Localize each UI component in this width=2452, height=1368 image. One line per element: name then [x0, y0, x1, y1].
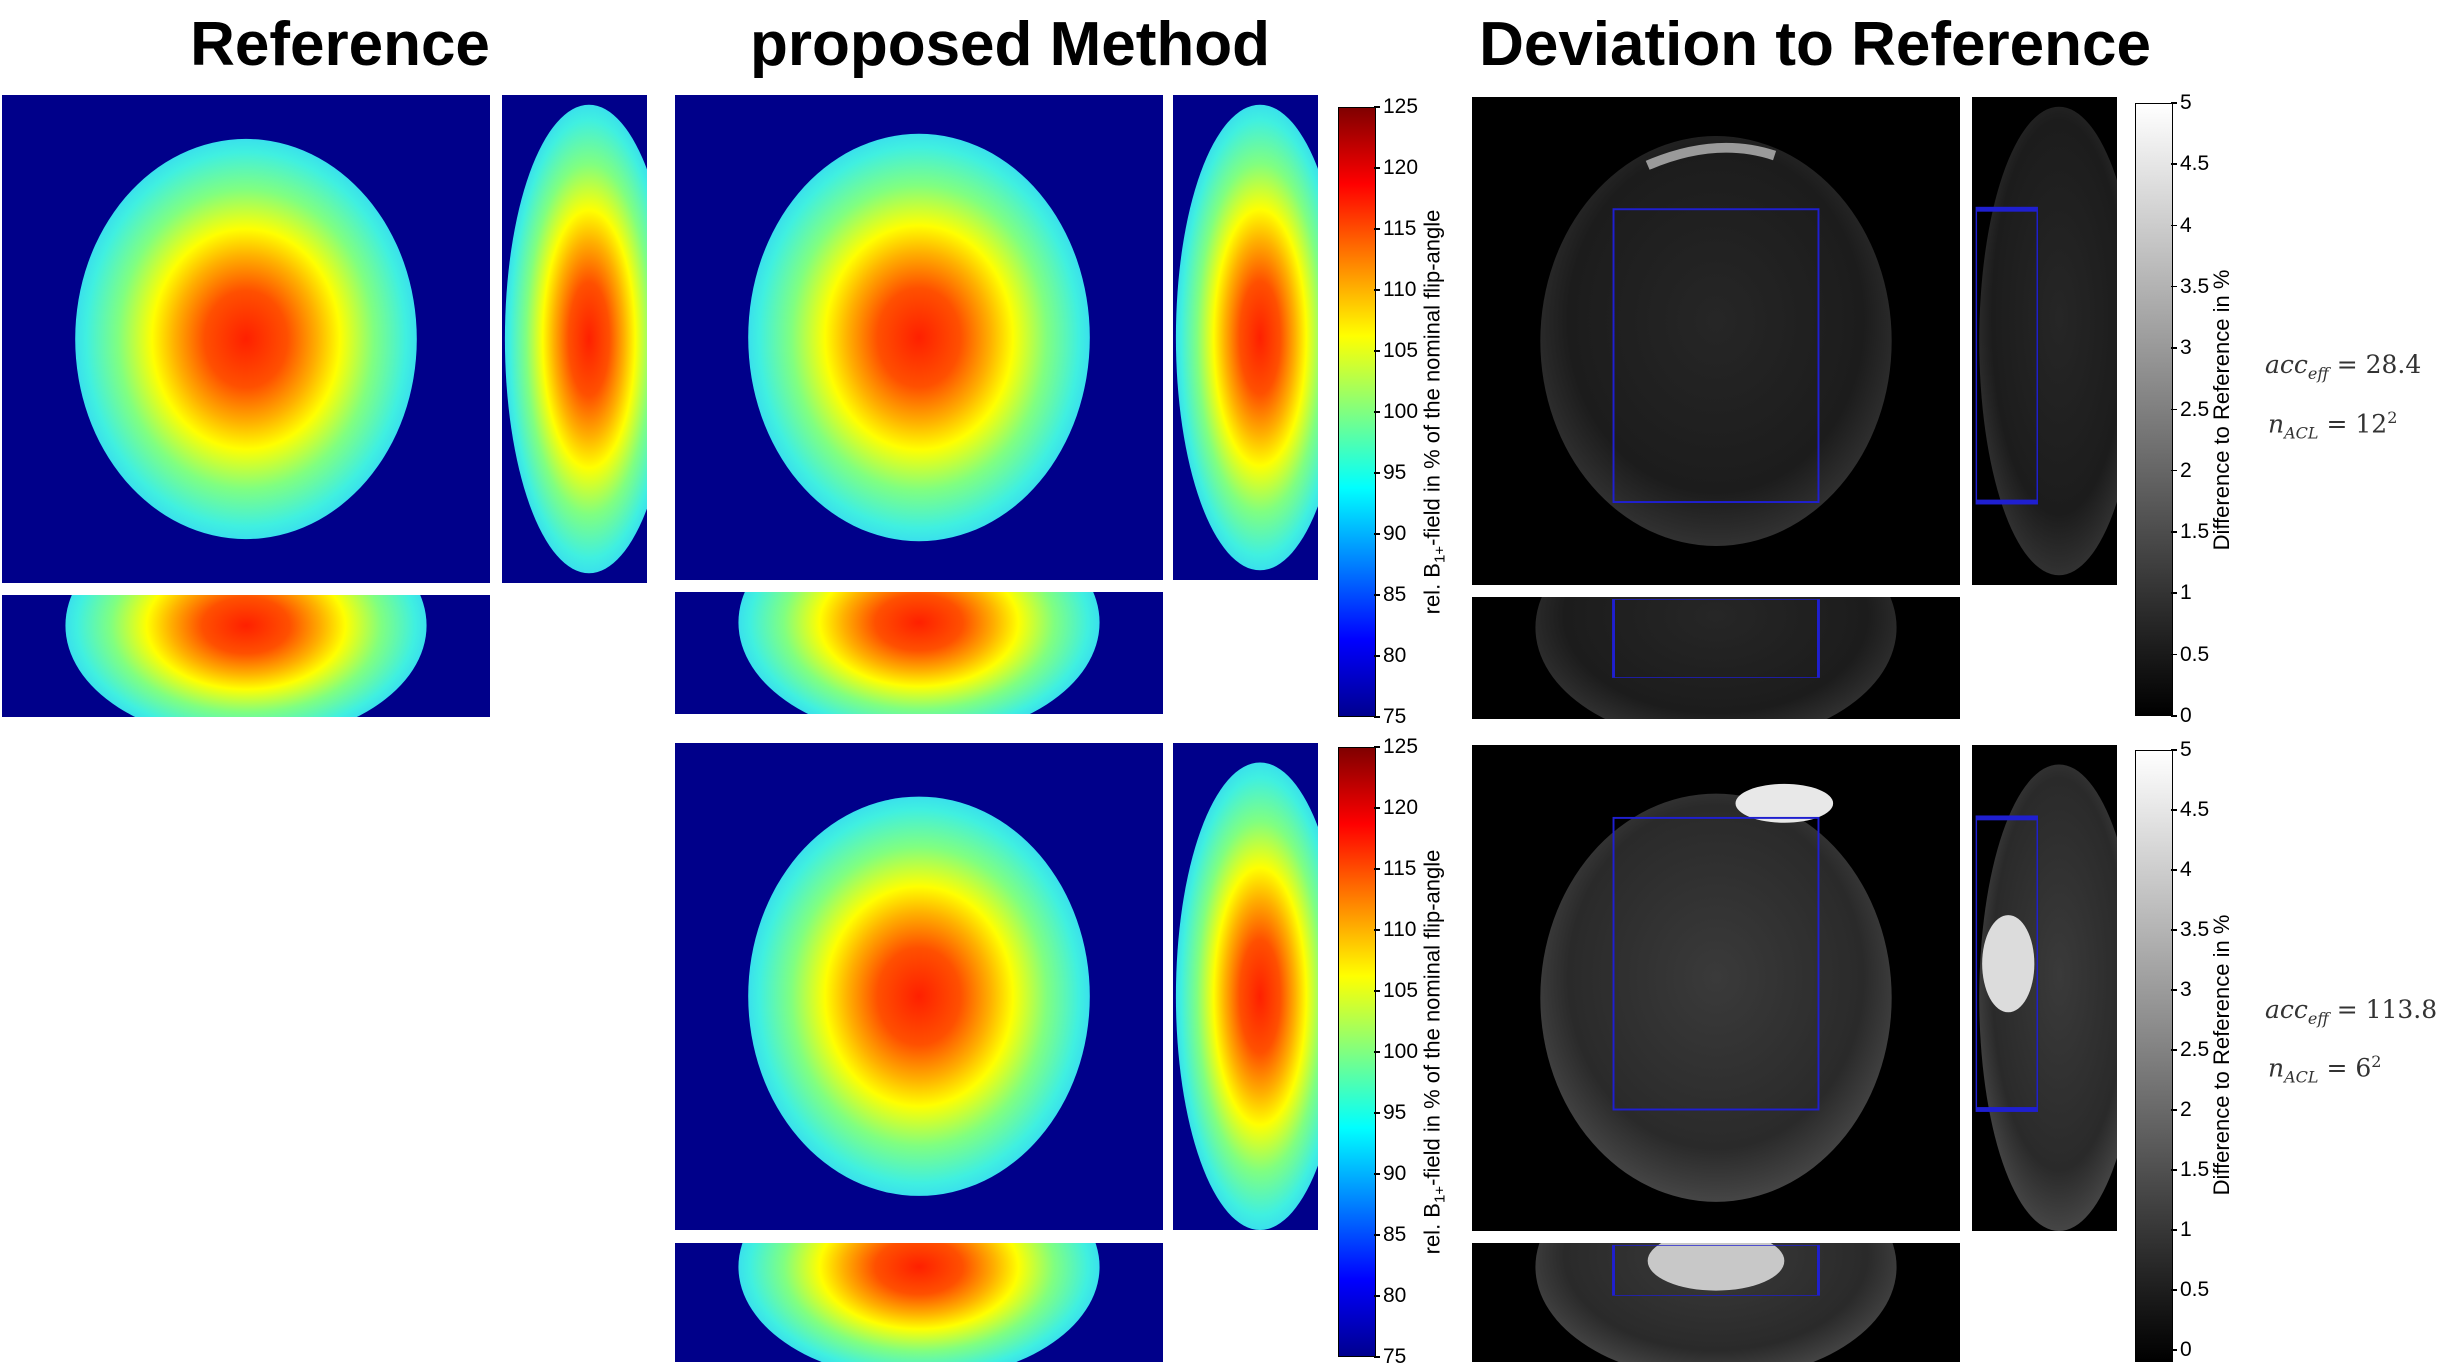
colorbar-tick-label: 0.5 — [2170, 1278, 2210, 1301]
colorbar-tick-label: 1.5 — [2170, 520, 2210, 544]
n-acl-annotation-1: nACL = 122 — [2268, 408, 2398, 443]
n-acl-annotation-2: nACL = 62 — [2268, 1052, 2382, 1087]
colorbar-tick-label: 105 — [1373, 979, 1419, 1002]
colorbar-tick-label: 0 — [2171, 1338, 2192, 1361]
deviation-sagittal-map-2 — [1972, 745, 2117, 1231]
title-deviation: Deviation to Reference — [1479, 10, 2151, 79]
diff-colorbar-1 — [2135, 103, 2173, 716]
colorbar-tick-label: 120 — [1373, 796, 1419, 819]
colorbar-tick-label: 100 — [1373, 400, 1419, 423]
diff-colorbar-2 — [2135, 750, 2173, 1362]
colorbar-tick-label: 125 — [1373, 95, 1419, 118]
reference-sagittal-map — [502, 95, 647, 583]
proposed-axial-map-1 — [675, 95, 1163, 580]
colorbar-tick-label: 3 — [2171, 336, 2192, 360]
proposed-axial-map-2 — [675, 743, 1163, 1230]
colorbar-tick-label: 85 — [1373, 583, 1407, 606]
colorbar-tick-label: 75 — [1373, 705, 1407, 728]
proposed-coronal-map-1 — [675, 592, 1163, 714]
colorbar-tick-label: 0 — [2171, 704, 2192, 727]
colorbar-tick-label: 125 — [1373, 735, 1419, 758]
b1-colorbar-1 — [1338, 107, 1376, 717]
colorbar-tick-label: 3.5 — [2170, 918, 2210, 941]
colorbar-tick-label: 90 — [1373, 1162, 1407, 1185]
deviation-axial-map-2 — [1472, 745, 1960, 1231]
colorbar-tick-label: 90 — [1373, 522, 1407, 545]
reference-axial-map — [2, 95, 490, 583]
diff-colorbar-label-2: Difference to Reference in % — [2209, 914, 2234, 1196]
deviation-axial-map-1 — [1472, 97, 1960, 585]
colorbar-tick-label: 5 — [2171, 738, 2192, 761]
diff-colorbar-label-1: Difference to Reference in % — [2209, 269, 2234, 551]
colorbar-tick-label: 115 — [1373, 217, 1417, 240]
acc-eff-annotation-1: acceff = 28.4 — [2265, 350, 2422, 383]
colorbar-tick-label: 4.5 — [2170, 152, 2210, 176]
colorbar-tick-label: 3 — [2171, 978, 2192, 1001]
proposed-sagittal-map-2 — [1173, 743, 1318, 1230]
colorbar-tick-label: 4.5 — [2170, 798, 2210, 821]
colorbar-tick-label: 1.5 — [2170, 1158, 2210, 1181]
colorbar-tick-label: 4 — [2171, 858, 2192, 881]
colorbar-tick-label: 80 — [1373, 1284, 1407, 1307]
colorbar-tick-label: 100 — [1373, 1040, 1419, 1063]
deviation-coronal-map-1 — [1472, 597, 1960, 719]
title-proposed-method: proposed Method — [749, 10, 1271, 79]
proposed-coronal-map-2 — [675, 1243, 1163, 1362]
colorbar-tick-label: 2 — [2171, 458, 2192, 482]
colorbar-tick-label: 115 — [1373, 857, 1417, 880]
proposed-sagittal-map-1 — [1173, 95, 1318, 580]
b1-colorbar-2 — [1338, 747, 1376, 1357]
colorbar-tick-label: 0.5 — [2170, 642, 2210, 666]
colorbar-tick-label: 110 — [1373, 278, 1417, 301]
colorbar-tick-label: 1 — [2171, 1218, 2192, 1241]
b1-colorbar-label-2: rel. B1+-field in % of the nominal flip-… — [1419, 849, 1449, 1255]
acc-eff-annotation-2: acceff = 113.8 — [2265, 995, 2438, 1028]
deviation-coronal-map-2 — [1472, 1243, 1960, 1362]
colorbar-tick-label: 3.5 — [2170, 274, 2210, 298]
reference-coronal-map — [2, 595, 490, 717]
colorbar-tick-label: 105 — [1373, 339, 1419, 362]
b1-colorbar-label-1: rel. B1+-field in % of the nominal flip-… — [1419, 209, 1449, 615]
deviation-sagittal-map-1 — [1972, 97, 2117, 585]
colorbar-tick-label: 1 — [2171, 581, 2192, 605]
colorbar-tick-label: 110 — [1373, 918, 1417, 941]
colorbar-tick-label: 4 — [2171, 213, 2192, 237]
colorbar-tick-label: 80 — [1373, 644, 1407, 667]
title-reference: Reference — [190, 10, 490, 79]
colorbar-tick-label: 2.5 — [2170, 1038, 2210, 1061]
colorbar-tick-label: 85 — [1373, 1223, 1407, 1246]
colorbar-tick-label: 95 — [1373, 461, 1407, 484]
colorbar-tick-label: 95 — [1373, 1101, 1407, 1124]
colorbar-tick-label: 2.5 — [2170, 397, 2210, 421]
colorbar-tick-label: 5 — [2171, 91, 2192, 114]
colorbar-tick-label: 120 — [1373, 156, 1419, 179]
colorbar-tick-label: 75 — [1373, 1345, 1407, 1368]
colorbar-tick-label: 2 — [2171, 1098, 2192, 1121]
